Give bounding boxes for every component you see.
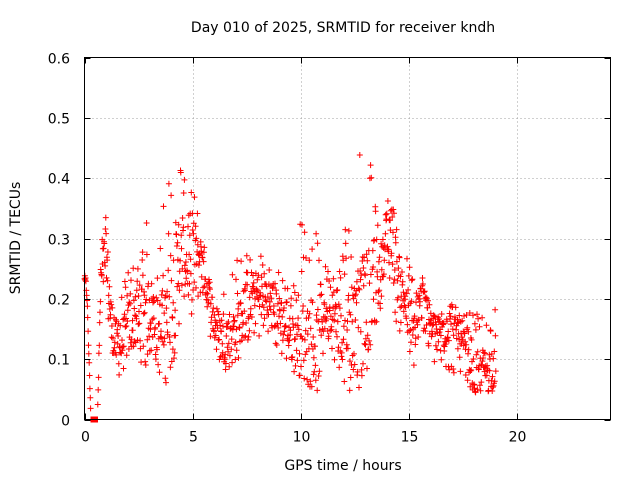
y-tick-label: 0.5 [48, 112, 70, 128]
srmtid-point-markers [81, 152, 499, 423]
y-tick-label: 0.3 [48, 233, 70, 249]
data-points [81, 152, 499, 423]
y-tick-label: 0 [61, 414, 70, 430]
grid [84, 57, 611, 420]
chart-title: Day 010 of 2025, SRMTID for receiver knd… [191, 20, 495, 36]
y-tick-label: 0.4 [48, 172, 70, 188]
x-axis-label: GPS time / hours [284, 458, 401, 474]
y-axis-ticks: 0 0.1 0.2 0.3 0.4 0.5 0.6 [48, 52, 611, 430]
x-tick-label: 0 [81, 430, 90, 446]
x-axis-ticks: 0 5 10 15 20 [81, 57, 527, 446]
x-tick-label: 20 [509, 430, 527, 446]
y-tick-label: 0.1 [48, 353, 70, 369]
x-tick-label: 10 [293, 430, 311, 446]
x-tick-label: 15 [401, 430, 419, 446]
plot-frame [84, 57, 611, 420]
x-tick-label: 5 [189, 430, 198, 446]
y-axis-label: SRMTID / TECUs [8, 182, 24, 295]
y-tick-label: 0.2 [48, 293, 70, 309]
y-tick-label: 0.6 [48, 52, 70, 68]
